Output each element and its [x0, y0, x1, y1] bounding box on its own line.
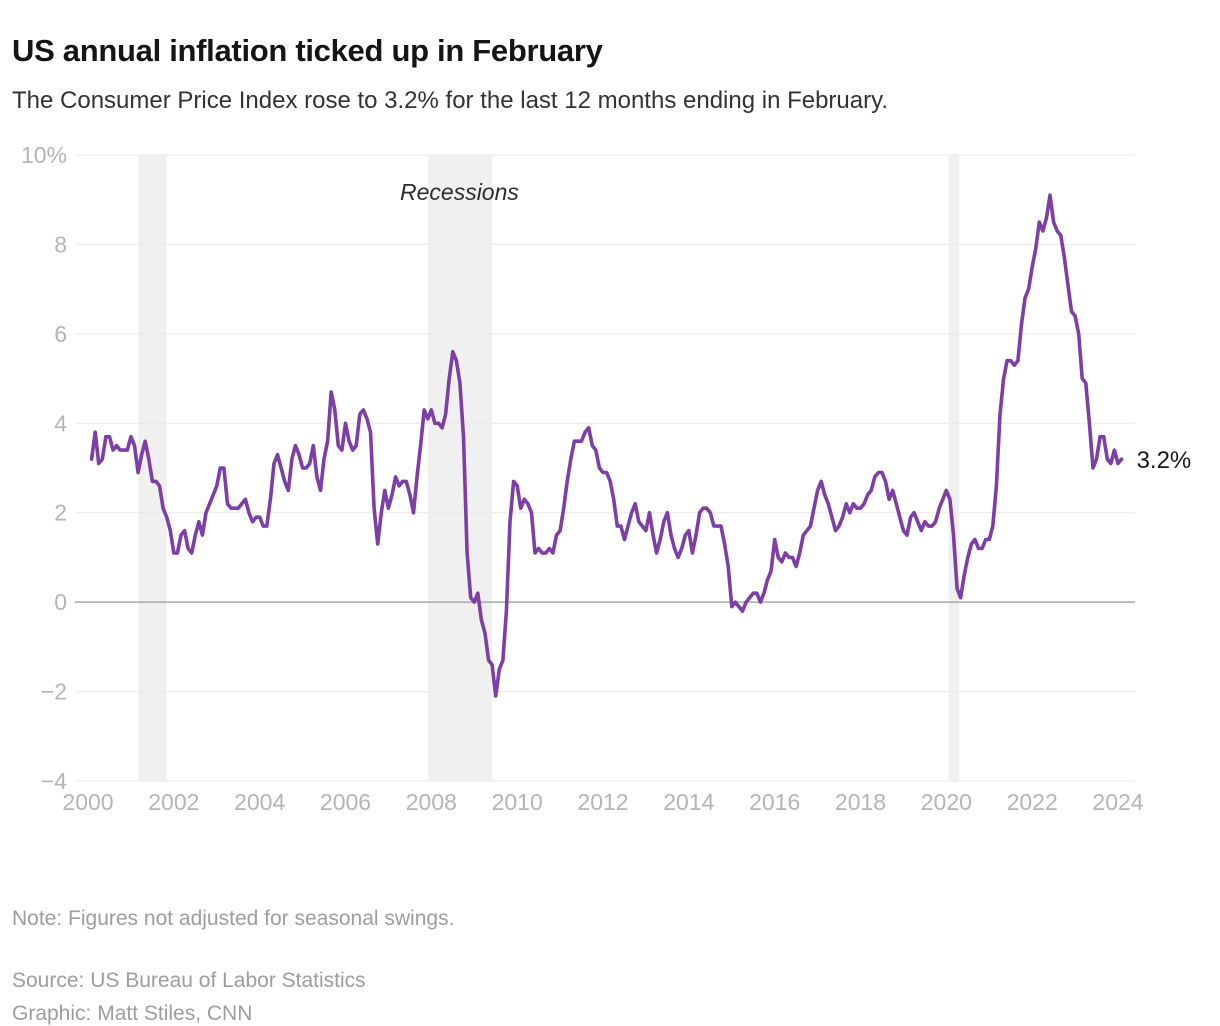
x-axis-label: 2022 [1007, 789, 1058, 815]
y-axis-label: −4 [41, 768, 67, 794]
inflation-line [89, 193, 1124, 698]
end-value-label: 3.2% [1137, 447, 1192, 474]
chart-source: Source: US Bureau of Labor Statistics [12, 969, 366, 992]
chart-note: Note: Figures not adjusted for seasonal … [12, 907, 455, 930]
y-axis-label: 4 [54, 410, 67, 436]
x-axis-label: 2006 [320, 789, 371, 815]
y-axis-label: −2 [41, 679, 67, 705]
chart-subtitle: The Consumer Price Index rose to 3.2% fo… [12, 87, 888, 114]
chart-credit: Graphic: Matt Stiles, CNN [12, 1002, 253, 1025]
y-axis-label: 0 [54, 589, 67, 615]
y-axis-label: 8 [54, 231, 67, 257]
recession-band [948, 155, 960, 781]
recession-band [427, 155, 493, 781]
x-axis-label: 2002 [148, 789, 199, 815]
x-axis-label: 2004 [234, 789, 285, 815]
x-axis-label: 2018 [835, 789, 886, 815]
y-axis-label: 6 [54, 321, 67, 347]
x-axis-label: 2012 [577, 789, 628, 815]
x-axis-label: 2020 [921, 789, 972, 815]
recession-band [138, 155, 167, 781]
x-axis-label: 2000 [62, 789, 113, 815]
x-axis-label: 2016 [749, 789, 800, 815]
x-axis-label: 2008 [406, 789, 457, 815]
chart-title: US annual inflation ticked up in Februar… [12, 32, 603, 68]
y-axis-label: 10% [21, 142, 67, 168]
x-axis-label: 2010 [492, 789, 543, 815]
x-axis-label: 2014 [663, 789, 714, 815]
y-axis-label: 2 [54, 500, 67, 526]
x-axis-label: 2024 [1092, 789, 1143, 815]
recessions-annotation: Recessions [400, 179, 519, 205]
